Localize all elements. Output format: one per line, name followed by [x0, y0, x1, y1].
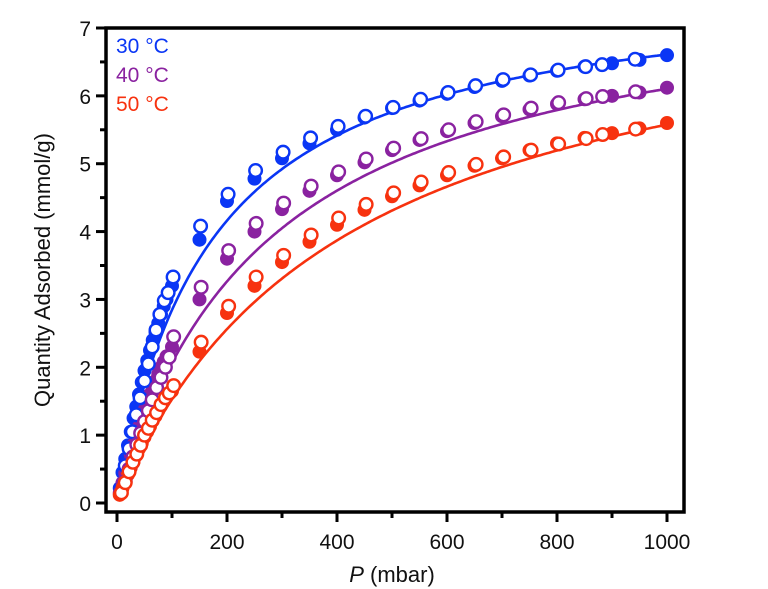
x-tick-label: 400 — [319, 531, 354, 554]
adsorption-point-50C — [660, 116, 674, 130]
desorption-point-30C — [248, 162, 264, 178]
legend: 30 °C 40 °C 50 °C — [116, 35, 169, 116]
desorption-point-30C — [303, 130, 319, 146]
desorption-point-40C — [468, 114, 484, 130]
desorption-point-40C — [193, 279, 209, 295]
desorption-point-30C — [136, 373, 152, 389]
desorption-point-50C — [496, 149, 512, 165]
desorption-point-40C — [628, 84, 644, 100]
desorption-point-40C — [551, 95, 567, 111]
desorption-point-40C — [166, 329, 182, 345]
desorption-point-40C — [161, 349, 177, 365]
x-axis-ticks: 0 200 400 600 800 1000 — [111, 512, 690, 554]
y-tick-label: 1 — [79, 425, 91, 448]
x-tick-label: 1000 — [644, 531, 691, 554]
desorption-point-30C — [193, 218, 209, 234]
y-tick-label: 3 — [79, 289, 91, 312]
desorption-point-30C — [627, 51, 643, 67]
desorption-point-50C — [523, 142, 539, 158]
desorption-point-30C — [578, 59, 594, 75]
desorption-point-50C — [193, 334, 209, 350]
desorption-point-40C — [413, 131, 429, 147]
desorption-point-30C — [523, 67, 539, 83]
y-tick-label: 0 — [79, 493, 91, 516]
x-tick-label: 200 — [209, 531, 244, 554]
adsorption-point-30C — [660, 48, 674, 63]
desorption-point-40C — [496, 107, 512, 123]
desorption-point-30C — [358, 108, 374, 124]
x-axis-title-unit: (mbar) — [364, 562, 435, 587]
desorption-point-50C — [358, 196, 374, 212]
legend-entry-40C: 40 °C — [116, 64, 169, 87]
legend-entry-50C: 50 °C — [116, 93, 169, 116]
desorption-point-30C — [468, 78, 484, 94]
desorption-point-50C — [166, 378, 182, 394]
x-axis-title-variable: P — [349, 562, 364, 587]
desorption-point-50C — [248, 269, 264, 285]
y-tick-label: 7 — [79, 18, 91, 41]
desorption-point-30C — [385, 99, 401, 115]
axes: 0 200 400 600 800 1000 0 1 2 3 4 5 6 7 — [79, 18, 690, 554]
data-markers — [112, 48, 674, 502]
desorption-point-40C — [595, 89, 611, 105]
fit-line-50C — [116, 123, 667, 501]
desorption-point-40C — [523, 100, 539, 116]
desorption-point-40C — [331, 164, 347, 180]
desorption-point-30C — [152, 306, 168, 322]
y-tick-label: 5 — [79, 154, 91, 177]
desorption-point-40C — [303, 178, 319, 194]
y-axis-title: Quantity Adsorbed (mmol/g) — [30, 133, 55, 407]
desorption-point-30C — [132, 390, 148, 406]
adsorption-point-40C — [192, 292, 207, 307]
y-tick-label: 6 — [79, 86, 91, 109]
desorption-point-30C — [144, 339, 160, 355]
desorption-point-50C — [413, 174, 429, 190]
desorption-point-30C — [148, 322, 164, 338]
desorption-point-30C — [550, 62, 566, 78]
desorption-point-50C — [221, 298, 237, 314]
adsorption-point-30C — [192, 232, 207, 247]
x-tick-label: 600 — [429, 531, 464, 554]
y-tick-label: 4 — [79, 222, 91, 245]
desorption-point-50C — [595, 127, 611, 143]
fit-lines — [116, 53, 667, 501]
desorption-point-40C — [441, 122, 457, 138]
desorption-point-40C — [386, 140, 402, 156]
desorption-point-30C — [440, 84, 456, 100]
desorption-point-40C — [276, 195, 292, 211]
y-axis-ticks: 0 1 2 3 4 5 6 7 — [79, 18, 106, 516]
desorption-point-50C — [441, 165, 457, 181]
desorption-point-50C — [628, 121, 644, 137]
desorption-point-30C — [140, 356, 156, 372]
legend-entry-30C: 30 °C — [116, 35, 169, 58]
desorption-point-50C — [578, 131, 594, 147]
desorption-point-30C — [330, 118, 346, 134]
fit-line-40C — [116, 87, 667, 500]
desorption-point-30C — [495, 72, 511, 88]
fit-line-30C — [116, 53, 667, 498]
desorption-point-50C — [551, 136, 567, 152]
desorption-point-30C — [413, 91, 429, 107]
desorption-point-30C — [165, 269, 181, 285]
plot-frame — [104, 26, 686, 514]
desorption-point-40C — [358, 151, 374, 167]
x-tick-label: 0 — [111, 531, 123, 554]
desorption-point-50C — [276, 247, 292, 263]
desorption-point-40C — [578, 91, 594, 107]
desorption-point-40C — [248, 215, 264, 231]
desorption-point-50C — [303, 227, 319, 243]
x-axis-title: P (mbar) — [349, 562, 435, 587]
desorption-point-30C — [594, 57, 610, 73]
desorption-point-30C — [275, 144, 291, 160]
desorption-point-50C — [386, 185, 402, 201]
desorption-point-50C — [331, 210, 347, 226]
desorption-point-30C — [160, 285, 176, 301]
adsorption-point-40C — [660, 80, 674, 95]
x-tick-label: 800 — [539, 531, 574, 554]
desorption-point-30C — [220, 186, 236, 202]
desorption-point-40C — [221, 243, 237, 259]
y-tick-label: 2 — [79, 357, 91, 380]
desorption-point-50C — [468, 156, 484, 172]
